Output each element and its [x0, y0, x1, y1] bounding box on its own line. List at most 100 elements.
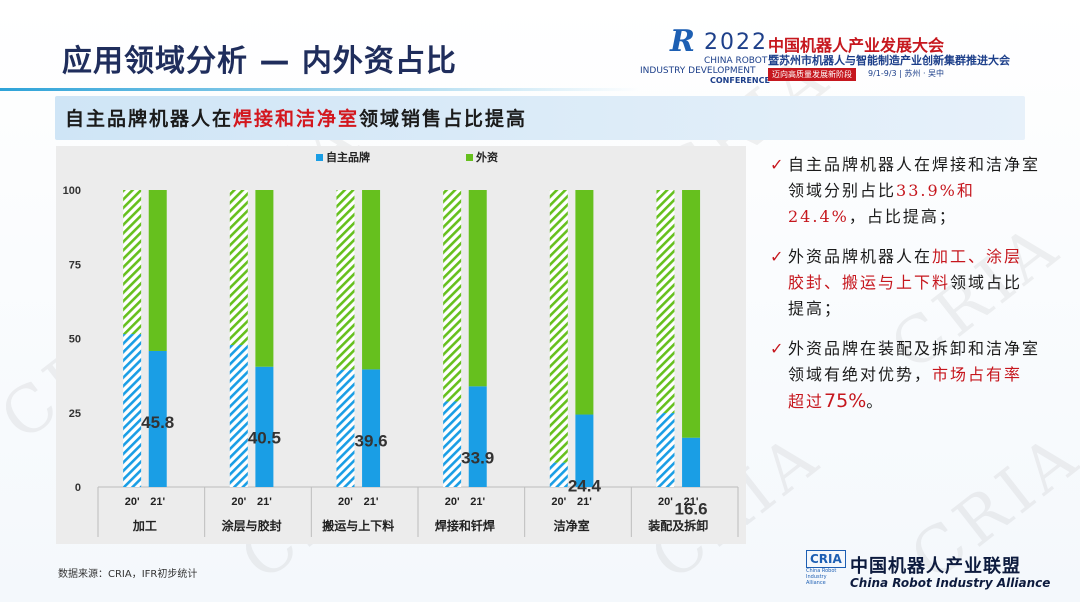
data-label: 24.4 — [568, 477, 602, 496]
takeaway-item: ✓ 自主品牌机器人在焊接和洁净室领域分别占比33.9%和24.4%，占比提高； — [770, 152, 1040, 230]
takeaway-text: ，占比提高； — [848, 207, 957, 226]
conference-date: 9/1-9/3 | 苏州 · 吴中 — [868, 69, 945, 78]
takeaway-text: 75% — [824, 390, 867, 412]
bar-foreign-2020 — [443, 190, 462, 402]
y-tick-label: 75 — [69, 259, 81, 271]
period-label: 20' — [231, 496, 246, 508]
bar-domestic-2021 — [362, 369, 381, 487]
period-label: 20' — [445, 496, 460, 508]
category-label: 加工 — [132, 518, 157, 533]
takeaway-text: 市场占有率超过 — [788, 365, 1023, 411]
legend-swatch — [466, 154, 473, 161]
bar-foreign-2021 — [575, 190, 594, 415]
stacked-bar-chart: 0 25 50 75 100 自主品牌 外资 45.8 20' 21' 加工 40.5 20' 21' 涂层… — [63, 150, 739, 537]
category-label: 装配及拆卸 — [647, 518, 708, 533]
bar-foreign-2020 — [229, 190, 248, 346]
bar-foreign-2021 — [362, 190, 381, 370]
takeaway-text: 。 — [866, 392, 885, 411]
bar-domestic-2021 — [148, 350, 167, 487]
title-underline — [0, 88, 640, 91]
category-label: 涂层与胶封 — [222, 518, 282, 533]
headline-text: 自主品牌机器人在焊接和洁净室领域销售占比提高 — [65, 104, 527, 131]
data-label: 39.6 — [355, 431, 388, 450]
headline-banner: 自主品牌机器人在焊接和洁净室领域销售占比提高 — [55, 96, 1025, 140]
bar-foreign-2020 — [123, 190, 142, 335]
data-label: 40.5 — [248, 429, 281, 448]
y-tick-label: 50 — [69, 334, 81, 346]
period-label: 21' — [684, 496, 699, 508]
data-label: 45.8 — [141, 413, 174, 432]
period-label: 21' — [364, 496, 379, 508]
bar-domestic-2021 — [575, 414, 594, 487]
alliance-mark-subtitle: China Robot Industry Alliance — [806, 568, 837, 586]
bar-domestic-2020 — [229, 345, 248, 487]
takeaway-text: 自主品牌机器人在焊接和洁净室领域分别占比 — [788, 155, 1041, 200]
bar-domestic-2020 — [123, 334, 142, 487]
bar-foreign-2020 — [549, 190, 568, 463]
takeaway-item: ✓ 外资品牌在装配及拆卸和洁净室领域有绝对优势，市场占有率超过75%。 — [770, 336, 1040, 415]
period-label: 20' — [551, 496, 566, 508]
bar-foreign-2021 — [255, 190, 274, 367]
period-label: 21' — [150, 496, 165, 508]
bar-domestic-2021 — [682, 437, 701, 487]
bar-foreign-2021 — [148, 190, 167, 351]
category-label: 洁净室 — [554, 518, 590, 533]
bar-domestic-2021 — [255, 366, 274, 487]
chart-panel: 0 25 50 75 100 自主品牌 外资 45.8 20' 21' 加工 40.5 20' 21' 涂层… — [56, 146, 746, 544]
alliance-mark-icon: CRIA — [806, 550, 846, 568]
takeaway-text: 33.9%和24.4% — [788, 181, 975, 226]
period-label: 21' — [470, 496, 485, 508]
alliance-name-cn: 中国机器人产业联盟 — [850, 556, 1021, 577]
data-source-note: 数据来源：CRIA，IFR初步统计 — [58, 569, 198, 580]
legend-label: 自主品牌 — [326, 150, 370, 164]
conference-name-en-1: CHINA ROBOT — [704, 56, 768, 66]
takeaway-text: 外资品牌机器人在 — [788, 247, 933, 266]
data-label: 33.9 — [461, 448, 494, 467]
category-label: 搬运与上下料 — [322, 518, 394, 533]
y-tick-label: 100 — [63, 185, 81, 197]
conference-name-en-2: INDUSTRY DEVELOPMENT — [640, 66, 756, 76]
alliance-logo: CRIA China Robot Industry Alliance 中国机器人… — [806, 548, 1066, 596]
conference-year: 2022 — [704, 30, 768, 55]
takeaway-text: 外资品牌在装配及拆卸和洁净室领域有绝对优势， — [788, 339, 1041, 384]
headline-post: 领域销售占比提高 — [359, 108, 528, 130]
conference-logo: R 2022 中国机器人产业发展大会 CHINA ROBOT INDUSTRY … — [640, 22, 1030, 85]
bar-domestic-2020 — [443, 401, 462, 487]
check-icon: ✓ — [770, 155, 786, 174]
bar-foreign-2020 — [336, 190, 355, 370]
period-label: 21' — [257, 496, 272, 508]
y-tick-label: 0 — [75, 482, 81, 494]
page-title: 应用领域分析 — 内外资占比 — [62, 44, 457, 79]
takeaway-item: ✓ 外资品牌机器人在加工、涂层胶封、搬运与上下料领域占比提高； — [770, 244, 1040, 322]
takeaway-text: 领域占比提高； — [788, 273, 1023, 318]
period-label: 20' — [658, 496, 673, 508]
check-icon: ✓ — [770, 247, 786, 266]
takeaway-text: 加工、涂层胶封、搬运与上下料 — [788, 247, 1023, 292]
category-label: 焊接和钎焊 — [435, 518, 495, 533]
bar-foreign-2021 — [682, 190, 701, 438]
legend-label: 外资 — [475, 150, 498, 164]
bar-foreign-2020 — [656, 190, 675, 414]
bar-domestic-2020 — [656, 413, 675, 487]
bar-domestic-2020 — [549, 462, 568, 487]
period-label: 21' — [577, 496, 592, 508]
bar-domestic-2021 — [468, 386, 487, 487]
bar-foreign-2021 — [468, 190, 487, 387]
alliance-name-en: China Robot Industry Alliance — [850, 576, 1051, 590]
y-tick-label: 25 — [69, 408, 81, 420]
data-label: 16.6 — [675, 500, 708, 519]
period-label: 20' — [125, 496, 140, 508]
bar-domestic-2020 — [336, 369, 355, 487]
conference-name-cn: 中国机器人产业发展大会 — [768, 36, 945, 55]
legend-swatch — [316, 154, 323, 161]
conference-robot-mark-icon: R — [670, 24, 695, 59]
headline-highlight: 焊接和洁净室 — [233, 108, 360, 130]
conference-name-en-3: CONFERENCE — [710, 76, 770, 85]
check-icon: ✓ — [770, 339, 786, 358]
conference-subtitle: 暨苏州市机器人与智能制造产业创新集群推进大会 — [768, 54, 1010, 67]
takeaway-list: ✓ 自主品牌机器人在焊接和洁净室领域分别占比33.9%和24.4%，占比提高； ✓ 外… — [770, 152, 1040, 429]
headline-pre: 自主品牌机器人在 — [65, 108, 234, 130]
period-label: 20' — [338, 496, 353, 508]
conference-slogan: 迈向高质量发展新阶段 — [768, 68, 856, 81]
